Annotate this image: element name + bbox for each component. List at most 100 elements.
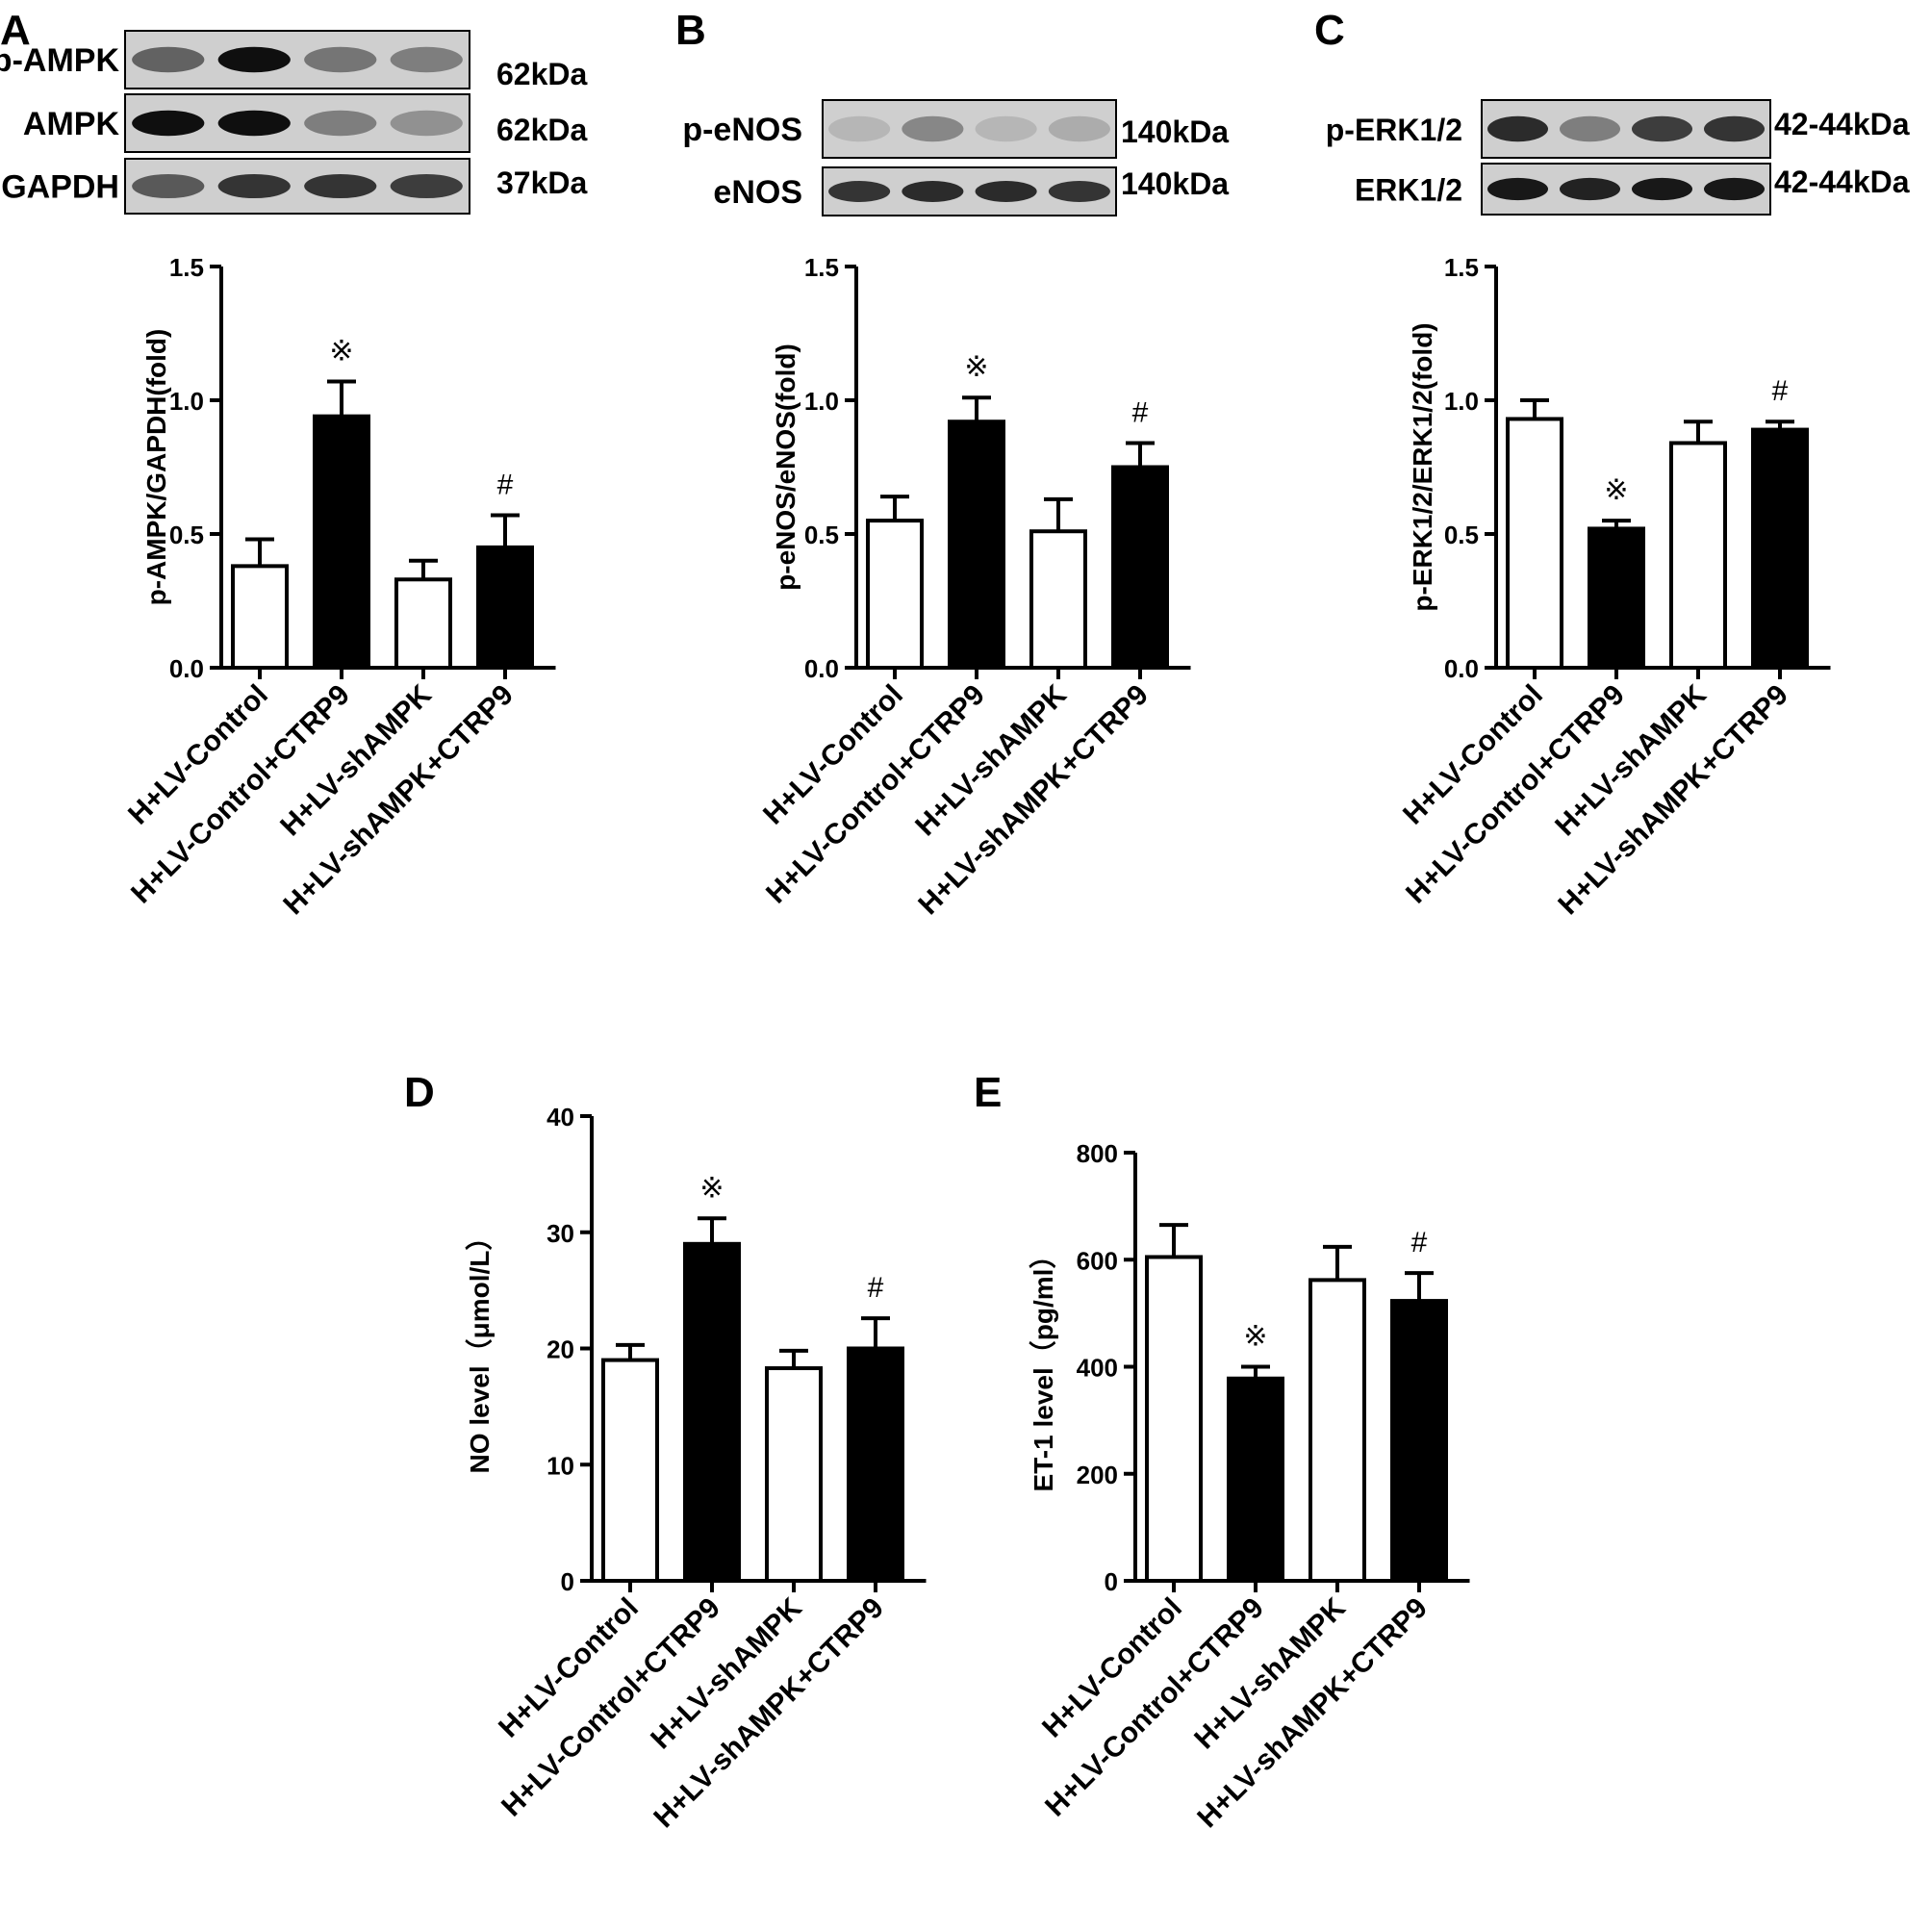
significance-marker: # — [1772, 375, 1789, 407]
significance-marker: ※ — [329, 336, 353, 368]
bar — [1669, 441, 1727, 671]
blot-protein-label: p-ERK1/2 — [1326, 113, 1462, 147]
y-tick-label: 1.5 — [804, 253, 839, 282]
panel-letter-a: A — [0, 7, 31, 54]
bar — [1029, 529, 1087, 670]
y-tick-label: 400 — [1077, 1354, 1118, 1383]
blot-strip: AMPK 62kDa — [23, 93, 588, 153]
blot-size-label: 42-44kDa — [1774, 165, 1910, 199]
blot-band — [828, 115, 891, 142]
blot-size-label: 140kDa — [1121, 114, 1229, 149]
panel-letter-b: B — [675, 7, 706, 54]
significance-marker: # — [497, 470, 514, 501]
x-category-label: H+LV-Control — [122, 679, 274, 831]
y-tick-label: 1.0 — [804, 387, 839, 416]
blot-band — [132, 110, 205, 137]
blot-strip: p-eNOS 140kDa — [682, 99, 1229, 159]
y-axis-label: p-AMPK/GAPDH(fold) — [141, 329, 171, 606]
bar — [313, 414, 370, 670]
blot-band — [1487, 177, 1548, 201]
blot-protein-label: p-AMPK — [0, 42, 119, 79]
blot-band — [1560, 177, 1620, 201]
significance-marker: ※ — [1243, 1321, 1267, 1353]
y-tick-label: 1.0 — [169, 387, 204, 416]
bar — [765, 1366, 823, 1583]
y-tick-label: 1.5 — [169, 253, 204, 282]
bar — [1751, 427, 1809, 670]
significance-marker: # — [1132, 396, 1149, 428]
blot-protein-label: ERK1/2 — [1355, 173, 1462, 208]
blot-protein-label: AMPK — [23, 106, 120, 142]
blot-band — [1704, 115, 1765, 142]
blot-band — [902, 181, 964, 202]
blot-band — [390, 173, 463, 199]
blot-band — [1487, 115, 1548, 142]
blot-size-label: 37kDa — [496, 165, 588, 200]
bar — [1145, 1255, 1203, 1583]
bar — [476, 545, 534, 671]
blot-size-label: 62kDa — [496, 113, 588, 147]
y-tick-label: 0.5 — [1444, 521, 1479, 549]
y-axis-label: ET-1 level（pg/ml） — [1028, 1242, 1058, 1492]
y-tick-label: 1.5 — [1444, 253, 1479, 282]
y-tick-label: 0.0 — [1444, 654, 1479, 683]
blot-protein-label: GAPDH — [1, 169, 119, 206]
y-tick-label: 800 — [1077, 1139, 1118, 1168]
bar-chart-a: 0.0 0.5 1.0 1.5 p-AMPK/GAPDH(fold) H+LV-Contr… — [122, 253, 556, 921]
bar-chart-layer: 0.0 0.5 1.0 1.5 p-AMPK/GAPDH(fold) H+LV-Contr… — [122, 253, 1831, 1834]
blot-strip: p-ERK1/2 42-44kDa — [1326, 99, 1910, 159]
y-tick-label: 40 — [546, 1103, 574, 1131]
blot-strip: p-AMPK 62kDa — [0, 30, 588, 91]
y-tick-label: 0.5 — [804, 521, 839, 549]
blot-band — [390, 46, 463, 73]
bar — [1506, 417, 1563, 670]
y-axis-label: p-eNOS/eNOS(fold) — [771, 343, 800, 591]
blot-band — [304, 46, 377, 73]
blot-band — [217, 46, 291, 73]
x-category-label: H+LV-Control — [493, 1592, 645, 1744]
y-tick-label: 0.0 — [804, 654, 839, 683]
bar-chart-e: 0 200 400 600 800 ET-1 level（pg/ml） H+LV-Contr… — [1028, 1139, 1470, 1834]
y-tick-label: 0.0 — [169, 654, 204, 683]
bar — [231, 564, 289, 670]
blot-protein-label: p-eNOS — [682, 112, 802, 148]
blot-strip: ERK1/2 42-44kDa — [1355, 163, 1910, 216]
blot-band — [217, 173, 291, 199]
blot-band — [132, 46, 205, 73]
y-tick-label: 1.0 — [1444, 387, 1479, 416]
blot-band — [304, 173, 377, 199]
bar-chart-b: 0.0 0.5 1.0 1.5 p-eNOS/eNOS(fold) H+LV-Contro… — [757, 253, 1191, 921]
bar — [847, 1346, 904, 1583]
blot-band — [217, 110, 291, 137]
significance-marker: ※ — [1604, 474, 1628, 506]
y-tick-label: 30 — [546, 1219, 574, 1248]
blot-band — [1704, 177, 1765, 201]
blot-band — [1048, 115, 1110, 142]
bar-chart-d: 0 10 20 30 40 NO level（μmol/L） H+LV-ControlH+L… — [464, 1103, 927, 1834]
panel-letter-e: E — [974, 1069, 1002, 1116]
blot-size-label: 140kDa — [1121, 166, 1229, 201]
blot-band — [975, 181, 1037, 202]
blot-strip: GAPDH 37kDa — [1, 158, 588, 215]
significance-marker: ※ — [964, 351, 988, 383]
bar — [1390, 1299, 1448, 1584]
bar — [1111, 465, 1169, 670]
bar — [601, 1358, 659, 1583]
blot-band — [975, 115, 1037, 142]
x-category-label: H+LV-Control — [1397, 679, 1549, 831]
bar — [948, 419, 1005, 670]
blot-size-label: 42-44kDa — [1774, 107, 1910, 141]
significance-marker: # — [1411, 1227, 1428, 1258]
blot-band — [132, 173, 205, 199]
y-tick-label: 0 — [561, 1567, 574, 1596]
western-blot-layer: p-AMPK 62kDa AMPK 62kDa GAPDH 37kDa p-eNOS 140k… — [0, 30, 1910, 216]
blot-band — [828, 181, 891, 202]
panel-letter-c: C — [1314, 7, 1345, 54]
x-category-label: H+LV-shAMPK — [645, 1591, 808, 1755]
y-tick-label: 10 — [546, 1451, 574, 1480]
blot-size-label: 62kDa — [496, 57, 588, 91]
y-tick-label: 200 — [1077, 1461, 1118, 1489]
x-category-label: H+LV-shAMPK — [1549, 678, 1713, 842]
bar — [866, 519, 924, 670]
